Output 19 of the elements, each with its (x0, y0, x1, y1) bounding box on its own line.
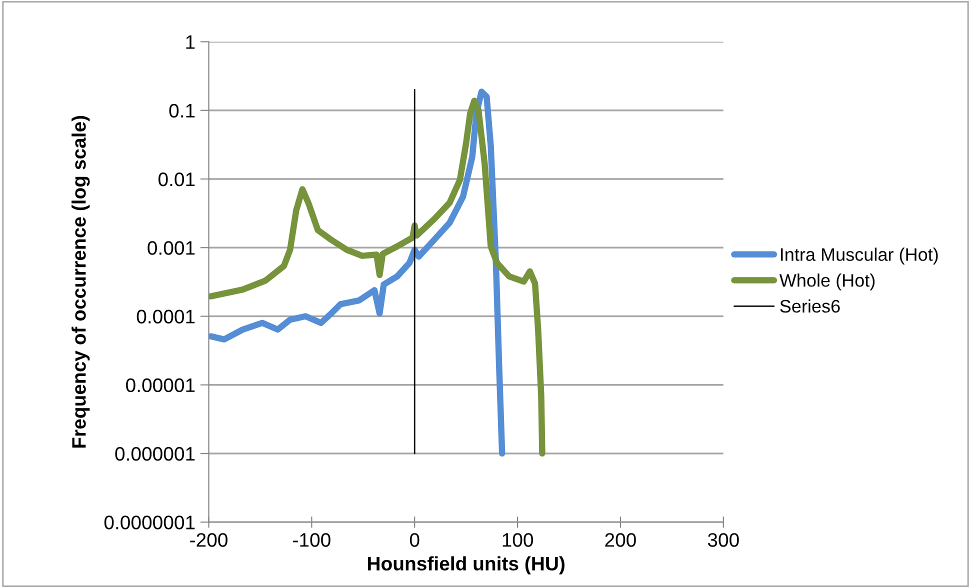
legend-label: Whole (Hot) (779, 274, 875, 290)
x-tick-label: 300 (708, 533, 739, 547)
x-tick-label: 200 (605, 533, 636, 547)
y-axis-title: Frequency of occurrence (log scale) (72, 116, 90, 448)
y-tick-label: 0.00001 (126, 378, 195, 392)
x-axis-title: Hounsfield units (HU) (368, 556, 564, 574)
y-tick-label: 0.0000001 (104, 516, 195, 530)
x-tick-label: 100 (502, 533, 534, 547)
y-tick-label: 0.1 (169, 104, 195, 118)
y-tick-label: 0.01 (158, 172, 195, 186)
legend-label: Intra Muscular (Hot) (781, 248, 938, 264)
y-tick-label: 0.0001 (136, 310, 195, 324)
y-tick-label: 0.001 (148, 241, 195, 255)
x-tick-label: -100 (293, 533, 330, 547)
y-tick-label: 0.000001 (115, 446, 195, 461)
legend-label: Series6 (780, 299, 840, 313)
y-tick-label: 1 (186, 35, 195, 49)
x-tick-label: 0 (410, 533, 420, 547)
x-tick-label: -200 (190, 533, 228, 547)
